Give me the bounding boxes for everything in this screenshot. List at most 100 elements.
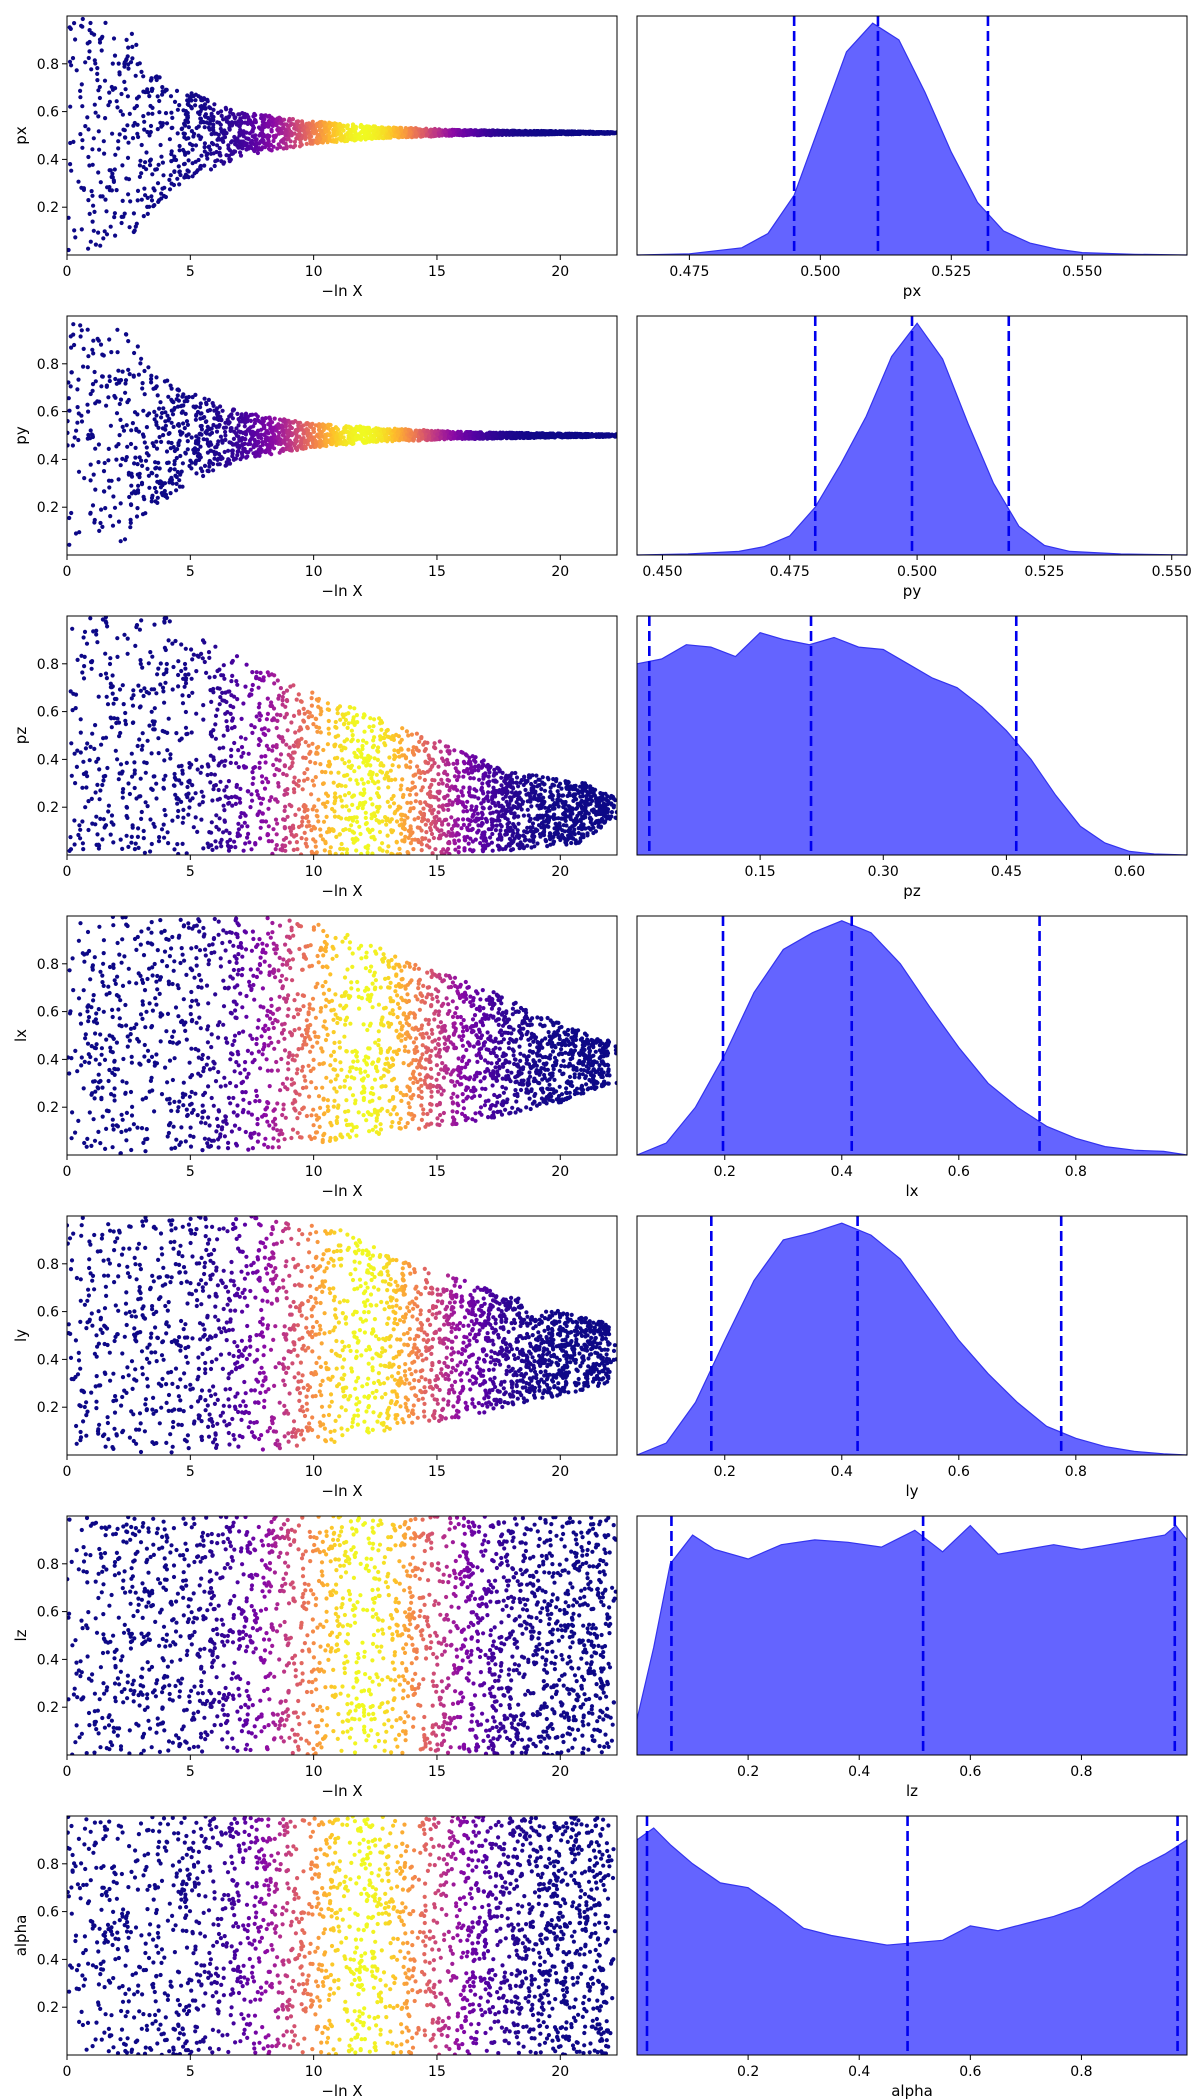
scatter-point (348, 129, 353, 135)
scatter-point (114, 411, 120, 416)
scatter-point (589, 432, 595, 437)
scatter-point (134, 426, 139, 431)
scatter-point (347, 426, 352, 431)
scatter-point (78, 88, 83, 93)
scatter-point (125, 54, 130, 59)
scatter-point (167, 187, 173, 192)
scatter-point (137, 455, 142, 460)
scatter-point (120, 163, 125, 168)
scatter-point (110, 131, 115, 136)
scatter-point (90, 388, 95, 393)
scatter-point (174, 474, 179, 480)
scatter-point (240, 146, 245, 151)
scatter-point (473, 430, 478, 435)
scatter-point (99, 48, 104, 53)
scatter-point (159, 415, 164, 420)
scatter-point (192, 171, 197, 176)
scatter-point (79, 82, 84, 87)
scatter-point (176, 440, 181, 446)
scatter-point (141, 494, 146, 499)
scatter-point (357, 424, 363, 430)
scatter-point (250, 429, 255, 434)
scatter-point (352, 138, 357, 143)
scatter-point (213, 445, 218, 450)
scatter-point (220, 456, 225, 461)
scatter-point (311, 426, 316, 431)
scatter-point (570, 432, 575, 437)
scatter-point (323, 433, 328, 438)
scatter-point (128, 517, 133, 523)
scatter-point (175, 404, 181, 409)
scatter-point (203, 419, 208, 424)
scatter-point (156, 199, 161, 204)
scatter-point (80, 145, 85, 150)
scatter-point (180, 484, 185, 489)
scatter-point (148, 103, 153, 109)
scatter-point (391, 125, 396, 130)
scatter-point (175, 469, 180, 475)
scatter-point (256, 428, 261, 433)
scatter-point (214, 149, 219, 155)
scatter-point (78, 323, 83, 328)
scatter-point (84, 641, 90, 646)
scatter-point (172, 154, 177, 159)
scatter-point (164, 449, 170, 454)
scatter-point (182, 399, 187, 404)
scatter-point (137, 61, 142, 66)
scatter-point (75, 420, 80, 425)
scatter-point (223, 437, 228, 442)
scatter-point (150, 172, 155, 177)
scatter-point (68, 140, 73, 146)
scatter-point (144, 445, 149, 450)
scatter-point (67, 419, 70, 424)
scatter-point (143, 511, 148, 516)
scatter-point (201, 96, 207, 101)
scatter-point (475, 130, 480, 135)
scatter-point (76, 411, 81, 416)
scatter-point (166, 394, 171, 399)
scatter-point (304, 141, 309, 146)
scatter-point (216, 456, 221, 461)
y-tick-label: 0.8 (37, 57, 59, 73)
scatter-point (207, 464, 212, 469)
scatter-point (402, 129, 407, 134)
kde-curve-py (636, 322, 1188, 556)
scatter-point (295, 420, 300, 425)
scatter-point (69, 63, 74, 68)
scatter-point (186, 169, 191, 174)
scatter-point (426, 437, 432, 442)
scatter-point (154, 489, 159, 495)
scatter-point (463, 435, 468, 440)
scatter-point (371, 433, 376, 438)
scatter-point (142, 440, 147, 445)
scatter-point (315, 132, 320, 138)
scatter-point (148, 157, 153, 162)
scatter-point (125, 155, 131, 160)
scatter-point (385, 427, 390, 432)
scatter-point (83, 124, 88, 129)
scatter-point (96, 230, 101, 235)
scatter-point (116, 139, 121, 144)
scatter-point (135, 462, 140, 467)
scatter-point (215, 707, 220, 712)
scatter-point (494, 132, 499, 137)
scatter-point (79, 328, 84, 333)
scatter-point (392, 428, 397, 433)
scatter-point (239, 419, 244, 424)
scatter-point (128, 520, 133, 526)
scatter-point (138, 361, 143, 366)
scatter-point (353, 133, 358, 138)
scatter-point (158, 142, 163, 148)
scatter-point (281, 136, 287, 141)
scatter-point (68, 104, 73, 109)
scatter-point (266, 137, 271, 142)
scatter-point (206, 144, 211, 150)
scatter-point (101, 236, 106, 241)
scatter-point (237, 437, 242, 442)
scatter-point (229, 151, 234, 156)
scatter-point (116, 61, 121, 66)
scatter-point (154, 446, 160, 451)
scatter-point (115, 327, 120, 332)
scatter-point (218, 122, 223, 127)
